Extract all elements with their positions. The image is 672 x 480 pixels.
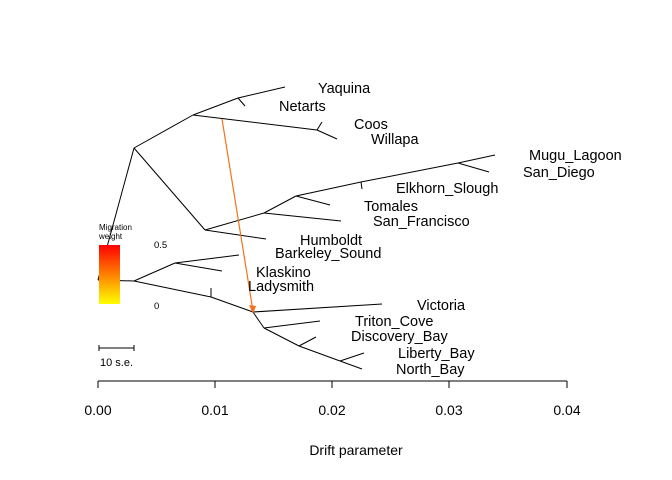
migration-edge	[221, 118, 256, 314]
branch	[360, 162, 459, 183]
legend-max-label: 0.5	[154, 240, 167, 251]
branch	[316, 121, 323, 131]
legend-title-line2: weight	[98, 232, 123, 241]
tip-label-coos: Coos	[354, 117, 388, 133]
branch	[174, 254, 240, 264]
x-axis-tick-label: 0.02	[318, 402, 345, 418]
branch	[295, 181, 362, 197]
tip-label-san-francisco: San_Francisco	[373, 214, 470, 230]
tip-label-humboldt: Humboldt	[300, 233, 362, 249]
migration-weight-legend: Migration weight 0.5 0	[98, 223, 167, 312]
branch	[298, 345, 341, 362]
branch	[133, 147, 206, 231]
x-axis-title: Drift parameter	[309, 442, 403, 458]
tip-label-san-diego: San_Diego	[523, 165, 595, 181]
tip-label-barkeley-sound: Barkeley_Sound	[275, 246, 381, 262]
migration-arrow-head	[249, 305, 256, 314]
branch	[339, 360, 363, 370]
tip-label-klaskino: Klaskino	[256, 265, 311, 281]
branch	[457, 154, 496, 164]
branch	[263, 327, 300, 347]
branch	[263, 212, 342, 222]
tip-label-triton-cove: Triton_Cove	[355, 314, 433, 330]
branch	[192, 97, 239, 116]
branch	[133, 114, 194, 149]
branch	[339, 352, 365, 362]
branch	[210, 296, 254, 313]
branch	[298, 336, 317, 347]
tip-label-yaquina: Yaquina	[318, 81, 371, 97]
tip-label-netarts: Netarts	[279, 99, 326, 115]
tip-label-tomales: Tomales	[364, 199, 418, 215]
branch	[237, 86, 286, 99]
branch	[295, 195, 331, 206]
branch	[204, 212, 265, 231]
tip-label-liberty-bay: Liberty_Bay	[398, 346, 475, 362]
branch	[237, 97, 246, 107]
tip-labels: Yaquina Netarts Coos Willapa Mugu_Lagoon…	[248, 81, 622, 378]
branch	[133, 262, 176, 282]
scale-bar: 10 s.e.	[98, 345, 135, 369]
branch	[252, 311, 265, 329]
tip-label-willapa: Willapa	[371, 132, 419, 148]
branch	[263, 320, 321, 329]
branch	[457, 162, 490, 173]
scale-bar-label: 10 s.e.	[100, 357, 133, 369]
x-axis-tick-label: 0.03	[435, 402, 462, 418]
tip-label-ladysmith: Ladysmith	[248, 279, 314, 295]
branch	[316, 129, 338, 140]
tip-label-mugu-lagoon: Mugu_Lagoon	[529, 148, 622, 164]
tree-branches	[97, 86, 496, 370]
tip-label-victoria: Victoria	[417, 298, 466, 314]
branch	[360, 181, 363, 190]
branch	[204, 229, 267, 240]
branch	[174, 262, 223, 272]
branch	[192, 114, 318, 131]
x-axis: 0.00 0.01 0.02 0.03 0.04 Drift parameter	[84, 380, 581, 458]
legend-min-label: 0	[154, 301, 159, 312]
legend-color-gradient	[99, 245, 120, 304]
x-axis-tick-label: 0.01	[201, 402, 228, 418]
tip-label-elkhorn-slough: Elkhorn_Slough	[396, 181, 498, 197]
x-axis-tick-label: 0.00	[84, 402, 111, 418]
branch	[263, 195, 297, 214]
tip-label-north-bay: North_Bay	[396, 362, 465, 378]
x-axis-tick-label: 0.04	[553, 402, 580, 418]
tip-label-discovery-bay: Discovery_Bay	[351, 329, 448, 345]
branch	[133, 280, 212, 298]
migration-arrow-line	[221, 118, 254, 312]
branch	[252, 303, 383, 313]
legend-title-line1: Migration	[99, 223, 132, 232]
